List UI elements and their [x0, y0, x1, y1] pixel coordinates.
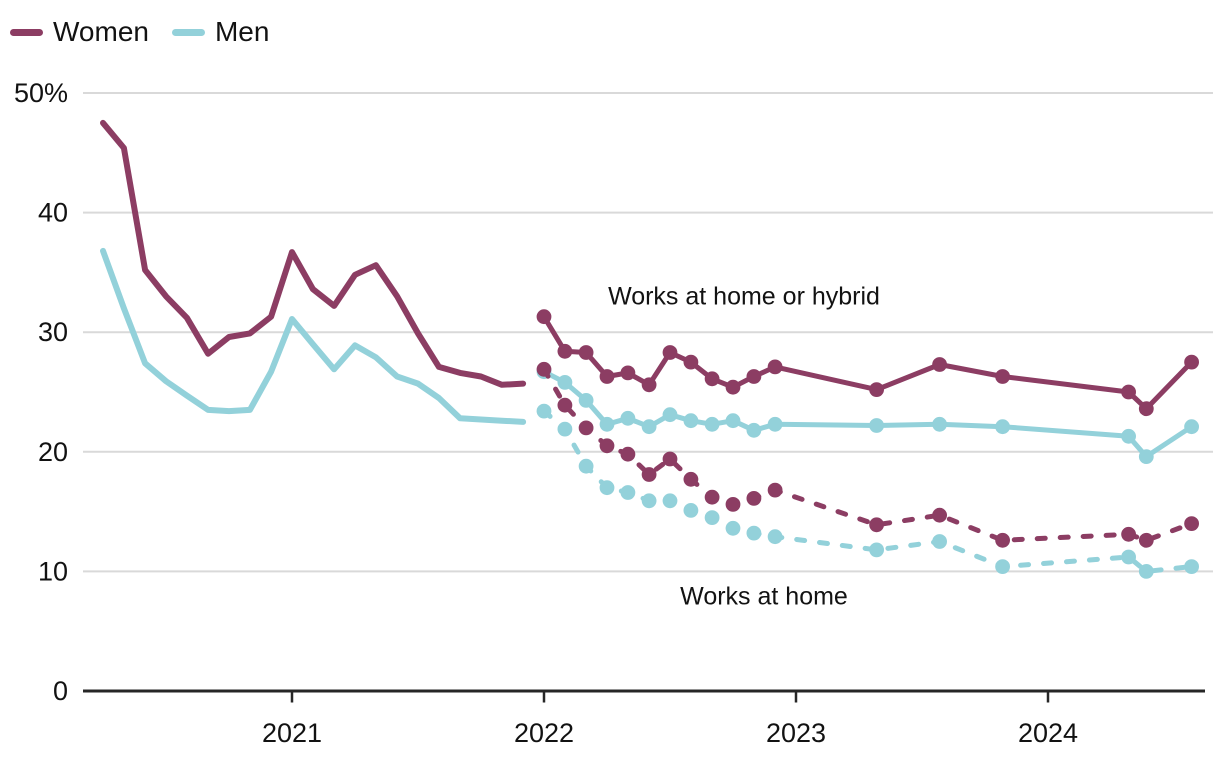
series-dot-women-hybrid — [557, 343, 573, 359]
series-dot-women-hybrid — [620, 365, 636, 381]
legend-swatch-men-icon — [171, 28, 205, 36]
x-tick-label: 2022 — [514, 718, 574, 748]
series-dot-men-home — [557, 421, 573, 437]
series-dot-women-hybrid — [578, 345, 594, 360]
series-dot-men-hybrid — [1121, 428, 1136, 444]
series-dot-women-home — [746, 491, 762, 506]
y-tick-label: 10 — [38, 556, 68, 586]
series-dot-women-home — [599, 438, 615, 454]
annotation-works-at-home: Works at home — [680, 582, 848, 611]
series-dot-women-hybrid — [641, 377, 657, 393]
series-dot-men-home — [767, 529, 783, 545]
series-dot-women-home — [1138, 532, 1154, 548]
series-dot-men-hybrid — [704, 416, 720, 432]
series-dot-men-hybrid — [641, 419, 657, 435]
series-line-men-pre — [100, 247, 527, 425]
series-dot-men-hybrid — [683, 413, 699, 429]
series-dot-women-hybrid — [1184, 354, 1199, 370]
series-dot-men-home — [932, 534, 947, 549]
annotation-works-at-home-or-hybrid: Works at home or hybrid — [608, 282, 880, 311]
series-dot-men-hybrid — [557, 375, 573, 390]
x-tick-label: 2021 — [262, 718, 322, 748]
series-dot-men-hybrid — [932, 416, 947, 432]
series-dot-men-home — [683, 503, 699, 518]
series-dot-men-hybrid — [662, 407, 678, 423]
series-dot-men-hybrid — [746, 422, 762, 438]
series-dot-men-home — [620, 485, 636, 500]
legend-label-men: Men — [214, 16, 270, 47]
y-tick-label: 20 — [38, 437, 68, 467]
series-dot-women-hybrid — [683, 354, 699, 370]
series-dot-men-hybrid — [767, 416, 783, 432]
series-dot-men-hybrid — [1138, 449, 1154, 464]
series-dot-women-hybrid — [725, 379, 741, 395]
legend-swatch-women-icon — [10, 28, 43, 36]
series-dot-men-hybrid — [1184, 419, 1199, 435]
series-dot-women-home — [578, 420, 594, 436]
series-line-women-home — [541, 366, 1195, 543]
legend-label-women: Women — [53, 16, 149, 47]
series-dot-women-home — [641, 467, 657, 482]
series-dot-men-home — [599, 480, 615, 496]
series-dot-women-hybrid — [932, 357, 947, 372]
y-tick-label: 0 — [53, 676, 68, 706]
series-dot-men-home — [578, 458, 594, 474]
series-dot-men-home — [641, 493, 657, 509]
series-dot-women-home — [683, 471, 699, 487]
series-line-women-hybrid — [541, 314, 1195, 412]
series-dot-women-hybrid — [662, 345, 678, 360]
y-tick-label: 40 — [38, 198, 68, 228]
series-dot-men-hybrid — [725, 413, 741, 429]
series-dot-women-hybrid — [995, 369, 1010, 384]
series-dot-women-home — [767, 482, 783, 498]
series-dot-men-home — [725, 520, 741, 536]
series-dot-men-home — [995, 559, 1010, 574]
series-dot-men-home — [1121, 549, 1136, 565]
series-dot-women-home — [995, 532, 1010, 548]
series-dot-women-hybrid — [704, 371, 720, 387]
series-dot-men-hybrid — [599, 416, 615, 432]
series-dot-men-hybrid — [620, 410, 636, 426]
y-tick-label: 50% — [14, 78, 68, 108]
series-dot-women-hybrid — [746, 369, 762, 384]
series-dot-men-home — [1138, 564, 1154, 579]
series-dot-women-hybrid — [599, 369, 615, 384]
series-dot-men-home — [536, 403, 552, 419]
series-dot-men-home — [869, 542, 884, 558]
series-dot-women-home — [662, 451, 678, 467]
series-dot-women-home — [1184, 516, 1199, 531]
y-tick-label: 30 — [38, 317, 68, 347]
series-dot-women-home — [869, 517, 884, 533]
series-line-men-hybrid — [541, 369, 1195, 460]
series-dot-women-home — [557, 397, 573, 413]
series-dot-women-home — [536, 361, 552, 377]
x-tick-label: 2023 — [766, 718, 826, 748]
x-tick-label: 2024 — [1018, 718, 1078, 748]
legend-item-men: Men — [171, 16, 270, 47]
series-dot-men-hybrid — [995, 419, 1010, 435]
series-dot-women-hybrid — [767, 359, 783, 375]
series-line-women-pre — [100, 119, 527, 388]
series-dot-women-hybrid — [869, 382, 884, 397]
series-dot-women-home — [1121, 526, 1136, 542]
series-dot-women-home — [725, 497, 741, 512]
series-dot-women-home — [620, 446, 636, 462]
series-dot-men-home — [704, 510, 720, 525]
series-dot-women-hybrid — [1121, 384, 1136, 400]
series-dot-women-hybrid — [1138, 401, 1154, 417]
series-dot-men-hybrid — [869, 418, 884, 433]
series-dot-men-home — [1184, 559, 1199, 574]
series-dot-men-hybrid — [578, 393, 594, 408]
legend-item-women: Women — [10, 18, 149, 46]
series-dot-women-hybrid — [536, 309, 552, 325]
series-dot-women-home — [932, 507, 947, 523]
series-dot-women-home — [704, 489, 720, 505]
series-dot-men-home — [662, 493, 678, 509]
legend: Women Men — [10, 18, 269, 46]
series-dot-men-home — [746, 525, 762, 541]
